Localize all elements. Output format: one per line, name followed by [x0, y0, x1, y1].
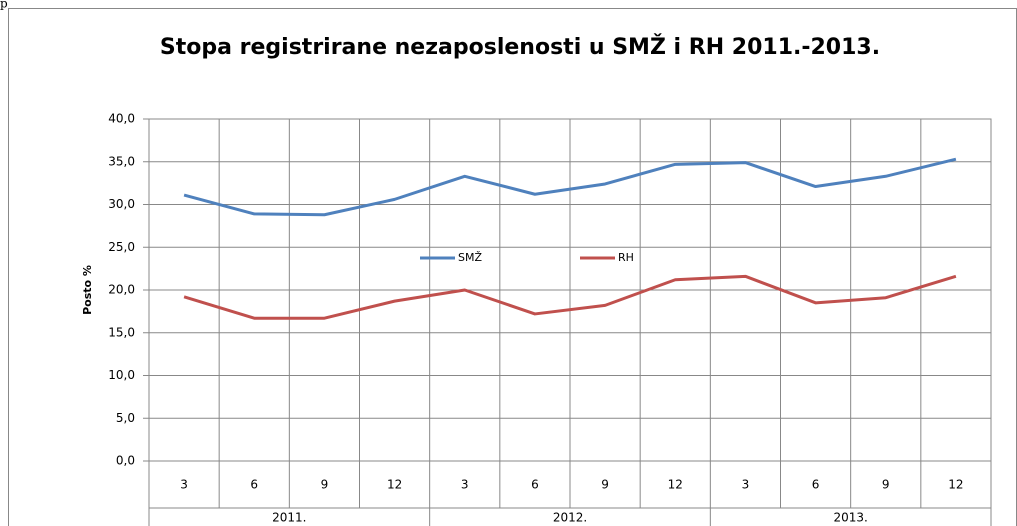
- legend-label: RH: [618, 251, 634, 264]
- x-tick-label: 3: [742, 478, 750, 492]
- caption: p: [0, 0, 8, 11]
- y-tick-label: 20,0: [108, 283, 135, 297]
- x-group-label: 2011.: [272, 511, 306, 525]
- x-tick-label: 6: [250, 478, 258, 492]
- series-line: [183, 274, 957, 320]
- legend-label: SMŽ: [458, 251, 482, 264]
- y-axis-label: Posto %: [81, 265, 94, 315]
- y-tick-label: 0,0: [116, 454, 135, 468]
- x-tick-label: 3: [180, 478, 188, 492]
- y-tick-label: 40,0: [108, 112, 135, 126]
- y-tick-label: 35,0: [108, 154, 135, 168]
- x-group-label: 2012.: [553, 511, 587, 525]
- x-tick-label: 6: [531, 478, 539, 492]
- y-tick-label: 5,0: [116, 411, 135, 425]
- x-tick-label: 12: [668, 478, 683, 492]
- y-tick-label: 30,0: [108, 197, 135, 211]
- series-line: [183, 157, 957, 217]
- x-tick-label: 6: [812, 478, 820, 492]
- x-tick-label: 12: [948, 478, 963, 492]
- chart-border: [8, 8, 1017, 526]
- x-tick-label: 9: [601, 478, 609, 492]
- x-tick-label: 12: [387, 478, 402, 492]
- x-tick-label: 9: [321, 478, 329, 492]
- x-group-label: 2013.: [833, 511, 867, 525]
- y-tick-label: 15,0: [108, 325, 135, 339]
- chart-title: Stopa registrirane nezaposlenosti u SMŽ …: [160, 34, 880, 60]
- x-tick-label: 9: [882, 478, 890, 492]
- y-tick-label: 25,0: [108, 240, 135, 254]
- y-tick-label: 10,0: [108, 368, 135, 382]
- x-tick-label: 3: [461, 478, 469, 492]
